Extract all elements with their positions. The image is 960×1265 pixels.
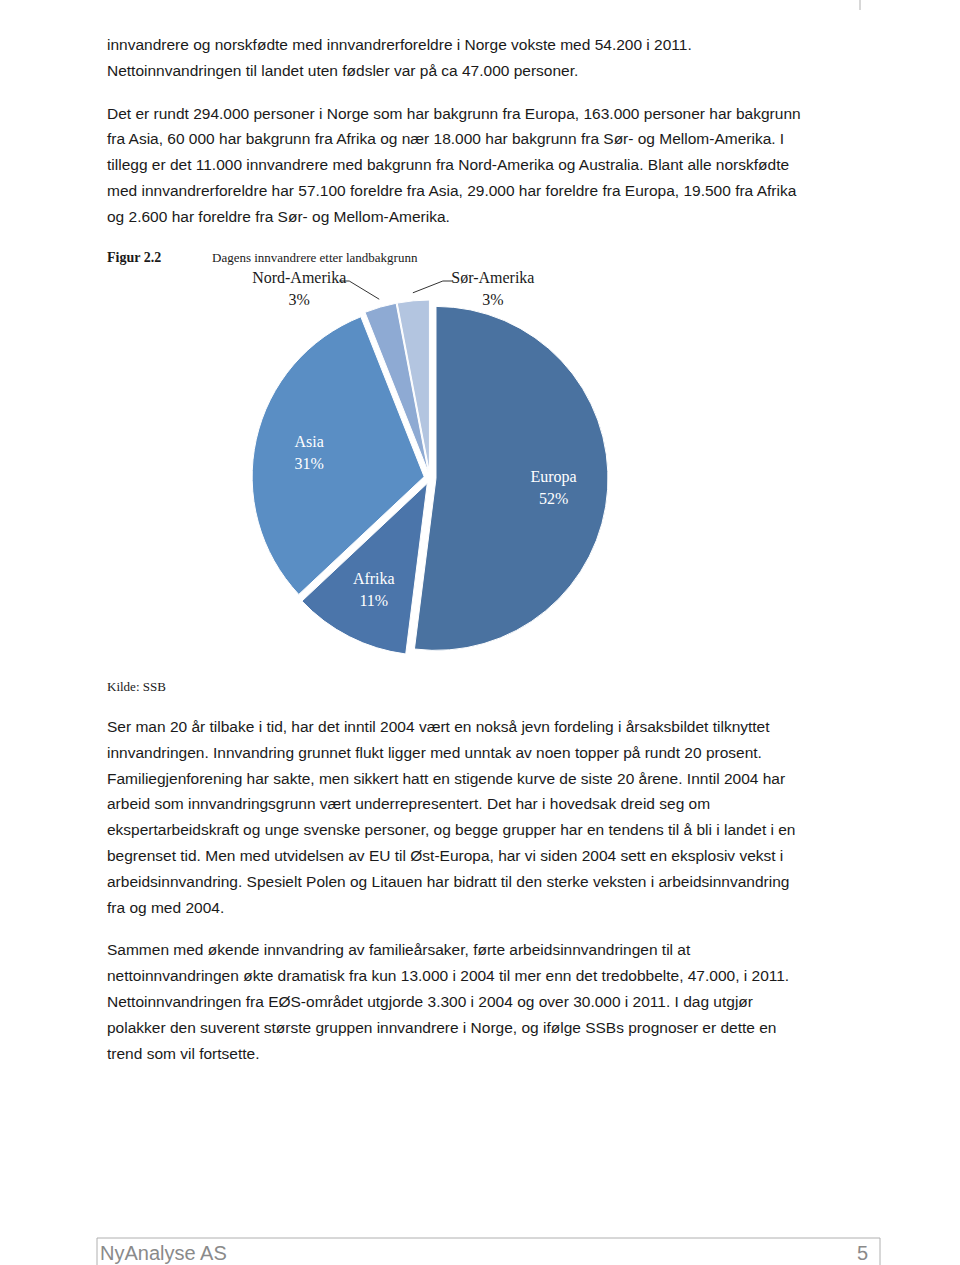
footer-company: NyAnalyse AS — [100, 1242, 227, 1264]
text-line: ekspertarbeidskraft og unge svenske pers… — [107, 821, 795, 838]
text-line: Det er rundt 294.000 personer i Norge so… — [107, 105, 801, 122]
text-line: Nettoinnvandringen fra EØS-området utgjo… — [107, 993, 753, 1010]
text-line: Ser man 20 år tilbake i tid, har det inn… — [107, 718, 770, 735]
source: Kilde: SSB — [107, 679, 166, 694]
text-line: fra Asia, 60 000 har bakgrunn fra Afrika… — [107, 130, 784, 147]
text-line: begrenset tid. Men med utvidelsen av EU … — [107, 847, 783, 864]
text-line: arbeidsinnvandring. Spesielt Polen og Li… — [107, 873, 789, 890]
text-line: tillegg er det 11.000 innvandrere med ba… — [107, 156, 789, 173]
slice-name: Asia — [294, 433, 323, 450]
data-label: 3% — [482, 291, 503, 308]
slice-name: Afrika — [353, 570, 395, 587]
text-line: innvandrere og norskfødte med innvandrer… — [107, 36, 692, 53]
figure-label: Figur 2.2 — [107, 250, 161, 265]
data-label: 52% — [539, 490, 568, 507]
page: innvandrere og norskfødte med innvandrer… — [0, 0, 960, 1265]
data-label: 3% — [289, 291, 310, 308]
footer-rule — [97, 1238, 880, 1265]
text-line: arbeid som innvandringsgrunn vært underr… — [107, 795, 710, 812]
text-line: trend som vil fortsette. — [107, 1045, 259, 1062]
text-line: fra og med 2004. — [107, 899, 224, 916]
pie — [252, 300, 608, 654]
page-number: 5 — [857, 1242, 868, 1264]
slice-name: Nord-Amerika — [252, 269, 346, 286]
text-line: Familiegjenforening har sakte, men sikke… — [107, 770, 785, 787]
text-line: innvandringen. Innvandring grunnet flukt… — [107, 744, 762, 761]
data-label: 11% — [359, 592, 388, 609]
text-line: Nettoinnvandringen til landet uten fødsl… — [107, 62, 578, 79]
chart-title: Dagens innvandrere etter landbakgrunn — [212, 250, 418, 265]
text-line: nettoinnvandringen økte dramatisk fra ku… — [107, 967, 789, 984]
pie-slice — [397, 300, 429, 472]
text-line: Sammen med økende innvandring av familie… — [107, 941, 691, 958]
pie-slice — [414, 306, 608, 650]
header-rule — [860, 0, 861, 10]
text-line: polakker den suverent største gruppen in… — [107, 1019, 776, 1036]
text-line: med innvandrerforeldre har 57.100 foreld… — [107, 182, 797, 199]
slice-name: Europa — [530, 468, 576, 486]
leader-line — [413, 281, 453, 293]
data-label: 31% — [294, 455, 323, 472]
text-line: og 2.600 har foreldre fra Sør- og Mellom… — [107, 208, 450, 225]
slice-name: Sør-Amerika — [451, 269, 534, 286]
